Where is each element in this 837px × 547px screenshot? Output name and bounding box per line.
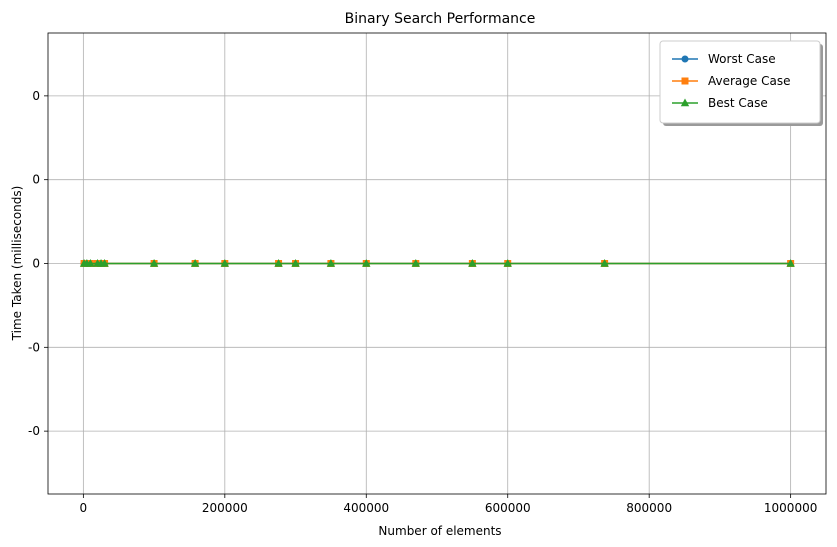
best-case-point bbox=[100, 259, 109, 267]
y-tick-label: 0 bbox=[32, 257, 40, 271]
best-case-point bbox=[411, 259, 420, 267]
legend: Worst Case Average Case Best Case bbox=[659, 40, 823, 126]
best-case-point bbox=[362, 259, 371, 267]
x-tick-label: 400000 bbox=[343, 501, 389, 515]
y-tick-label: -0 bbox=[28, 424, 40, 438]
best-case-point bbox=[220, 259, 230, 267]
y-tick-label: -0 bbox=[28, 340, 40, 354]
legend-item-best-case: Best Case bbox=[672, 96, 768, 110]
best-case-series bbox=[79, 259, 795, 267]
legend-label: Average Case bbox=[708, 74, 790, 88]
best-case-point bbox=[291, 259, 300, 267]
legend-marker bbox=[681, 77, 689, 85]
best-case-point bbox=[468, 259, 477, 267]
best-case-point bbox=[600, 259, 609, 267]
y-tick-label: 0 bbox=[32, 173, 40, 187]
y-tick-label: 0 bbox=[32, 89, 40, 103]
best-case-point bbox=[503, 259, 512, 267]
best-case-point bbox=[786, 259, 795, 267]
best-case-point bbox=[326, 259, 336, 267]
legend-marker bbox=[680, 98, 690, 107]
x-tick-label: 800000 bbox=[626, 501, 672, 515]
chart-title: Binary Search Performance bbox=[345, 11, 536, 27]
legend-item-average-case: Average Case bbox=[672, 74, 790, 88]
best-case-point bbox=[190, 259, 200, 267]
x-tick-label: 1000000 bbox=[764, 501, 817, 515]
x-tick-label: 200000 bbox=[202, 501, 248, 515]
best-case-point bbox=[86, 259, 95, 267]
x-tick-label: 0 bbox=[80, 501, 88, 515]
legend-marker bbox=[681, 55, 689, 63]
legend-label: Best Case bbox=[708, 96, 768, 110]
best-case-point bbox=[149, 259, 159, 267]
legend-label: Worst Case bbox=[708, 52, 776, 66]
axis-ticks: 0 200000 400000 600000 800000 1000000 0 0 0 -0 -0 bbox=[28, 89, 817, 515]
plot-series bbox=[79, 259, 795, 267]
legend-box bbox=[659, 40, 821, 124]
y-axis-label: Time Taken (milliseconds) bbox=[10, 186, 24, 342]
best-case-point bbox=[274, 259, 283, 267]
legend-item-worst-case: Worst Case bbox=[672, 52, 776, 66]
x-axis-label: Number of elements bbox=[378, 524, 501, 538]
x-tick-label: 600000 bbox=[485, 501, 531, 515]
